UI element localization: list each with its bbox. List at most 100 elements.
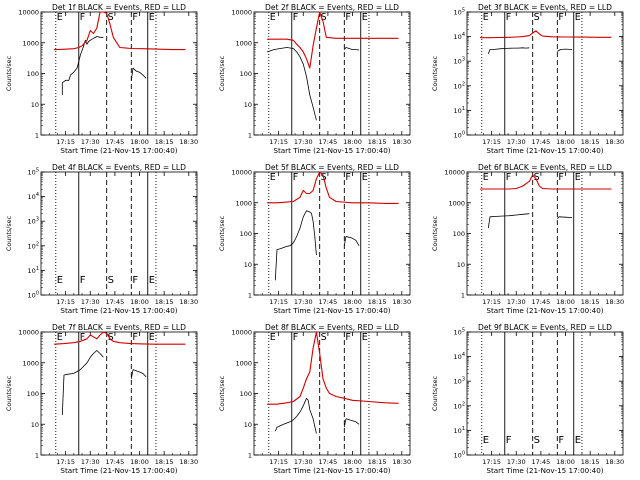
x-tick-label: 18:15 [368, 138, 387, 146]
x-tick-label: 18:00 [130, 298, 149, 306]
plot-frame [253, 11, 411, 136]
x-axis-label: Start Time (21-Nov-15 17:00:40) [60, 146, 177, 155]
phase-marker-letter: E [575, 172, 581, 183]
events-series-line [343, 47, 360, 51]
x-tick-label: 18:00 [130, 458, 149, 466]
x-axis-label: Start Time (21-Nov-15 17:00:40) [273, 306, 390, 315]
y-tick-label: 1 [35, 132, 39, 140]
y-tick-label: 10000 [444, 169, 465, 177]
y-tick-label: 100 [454, 451, 465, 460]
lld-series-line [480, 30, 612, 39]
events-series-line [130, 67, 147, 81]
lld-series-line [267, 171, 399, 204]
phase-marker-letter: E [149, 275, 155, 286]
detector-panel-8: Det 8f BLACK = Events, RED = LLD 17:15 17:… [218, 323, 411, 475]
y-tick-label: 103 [454, 57, 465, 66]
y-tick-label: 105 [454, 8, 465, 17]
x-tick-label: 17:45 [532, 298, 551, 306]
x-tick-label: 18:15 [155, 458, 174, 466]
phase-marker-letter: E [57, 332, 63, 343]
y-tick-label: 1 [248, 292, 252, 300]
y-tick-label: 100 [27, 70, 39, 78]
y-tick-label: 103 [454, 377, 465, 386]
detector-panel-2: Det 2f BLACK = Events, RED = LLD 17:15 17:… [218, 3, 411, 155]
y-axis-label: Counts/sec [5, 375, 13, 411]
phase-marker-letter: F [293, 172, 298, 183]
x-tick-label: 17:45 [106, 458, 125, 466]
x-tick-label: 17:15 [269, 138, 288, 146]
y-tick-label: 1 [461, 292, 465, 300]
x-tick-label: 18:00 [556, 298, 575, 306]
events-series-line [266, 47, 317, 121]
detector-panel-3: Det 3f BLACK = Events, RED = LLD 17:15 17:… [431, 3, 624, 155]
lld-series-line [480, 174, 612, 190]
x-tick-label: 18:15 [368, 298, 387, 306]
events-series-line [61, 36, 104, 95]
x-tick-label: 17:30 [294, 138, 313, 146]
phase-marker-letter: E [270, 332, 276, 343]
phase-marker-letter: S [321, 332, 327, 343]
phase-marker-letter: F [506, 435, 512, 446]
x-tick-label: 18:30 [605, 458, 624, 466]
y-tick-label: 1000 [235, 39, 252, 47]
y-tick-label: 100 [240, 230, 252, 238]
x-tick-label: 18:00 [556, 458, 575, 466]
x-tick-label: 17:15 [269, 298, 288, 306]
y-tick-label: 100 [454, 131, 465, 140]
x-tick-label: 17:15 [482, 458, 501, 466]
phase-marker-letter: E [483, 172, 489, 183]
y-axis-label: Counts/sec [431, 215, 439, 251]
lld-series-line [54, 331, 186, 345]
phase-marker-letter: E [362, 172, 368, 183]
y-tick-label: 10000 [18, 329, 39, 337]
y-tick-label: 1 [248, 132, 252, 140]
x-tick-label: 17:45 [106, 298, 125, 306]
x-tick-label: 17:30 [81, 458, 100, 466]
x-tick-label: 17:30 [507, 298, 526, 306]
detector-panel-1: Det 1f BLACK = Events, RED = LLD 17:15 17:… [5, 3, 198, 155]
y-tick-label: 100 [240, 390, 252, 398]
y-tick-label: 104 [28, 192, 39, 201]
phase-marker-letter: F [506, 12, 511, 23]
phase-marker-letter: F [345, 172, 350, 183]
y-tick-label: 1 [248, 452, 252, 460]
phase-marker-letter: S [108, 12, 114, 23]
y-tick-label: 102 [28, 241, 39, 250]
x-tick-label: 17:30 [507, 458, 526, 466]
y-tick-label: 1000 [235, 359, 252, 367]
y-tick-label: 10 [31, 101, 39, 109]
phase-marker-letter: F [132, 12, 137, 23]
phase-marker-letter: F [80, 275, 86, 286]
x-tick-label: 17:45 [319, 138, 338, 146]
x-tick-label: 17:15 [56, 138, 75, 146]
x-tick-label: 18:00 [130, 138, 149, 146]
y-tick-label: 1000 [448, 199, 465, 207]
x-tick-label: 18:30 [605, 138, 624, 146]
x-tick-label: 17:30 [507, 138, 526, 146]
y-tick-label: 10000 [18, 9, 39, 17]
x-tick-label: 18:30 [392, 138, 411, 146]
detector-panel-4: Det 4f BLACK = Events, RED = LLD 17:15 17:… [5, 163, 198, 315]
phase-marker-letter: E [149, 332, 155, 343]
phase-marker-letter: F [506, 172, 511, 183]
phase-marker-letter: S [108, 275, 114, 286]
x-tick-label: 17:30 [81, 138, 100, 146]
y-tick-label: 1000 [235, 199, 252, 207]
x-axis-label: Start Time (21-Nov-15 17:00:40) [273, 146, 390, 155]
x-axis-label: Start Time (21-Nov-15 17:00:40) [60, 466, 177, 475]
phase-marker-letter: E [362, 12, 368, 23]
x-tick-label: 17:45 [319, 298, 338, 306]
events-series-line [487, 47, 530, 54]
events-series-line [343, 418, 360, 428]
y-axis-label: Counts/sec [5, 215, 13, 251]
phase-marker-letter: E [483, 435, 489, 446]
events-series-line [130, 369, 147, 379]
plot-frame [40, 331, 198, 456]
panel-title: Det 6f BLACK = Events, RED = LLD [478, 163, 612, 172]
x-tick-label: 17:30 [294, 458, 313, 466]
x-tick-label: 18:30 [179, 138, 198, 146]
y-tick-label: 101 [454, 106, 465, 115]
x-axis-label: Start Time (21-Nov-15 17:00:40) [60, 306, 177, 315]
y-axis-label: Counts/sec [431, 375, 439, 411]
